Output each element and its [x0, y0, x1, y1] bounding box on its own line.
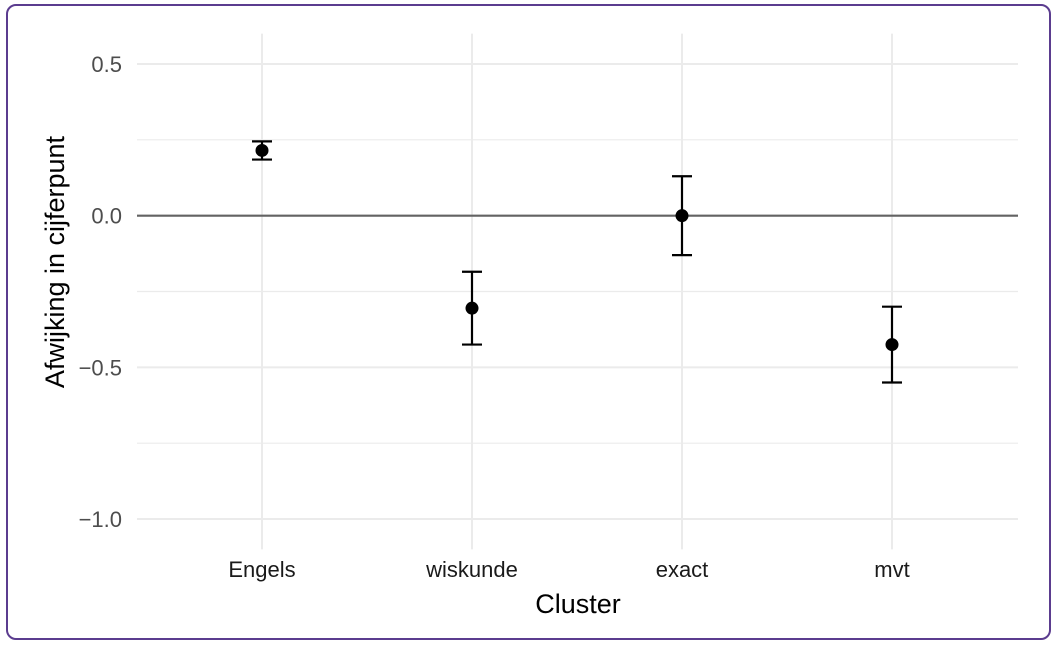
y-axis-title: Afwijking in cijferpunt: [40, 135, 70, 388]
point-Engels: [255, 143, 269, 157]
y-tick-label: 0.5: [91, 52, 122, 77]
chart-frame: [6, 4, 1051, 640]
x-tick-label: Engels: [228, 557, 295, 582]
point-wiskunde: [465, 301, 479, 315]
minor-gridlines: [137, 139, 1018, 444]
x-axis-title: Cluster: [535, 589, 621, 619]
error-bars: [252, 140, 902, 384]
y-tick-label: −0.5: [79, 355, 122, 380]
point-mvt: [885, 338, 899, 352]
point-exact: [675, 209, 689, 223]
x-tick-labels: Engels wiskunde exact mvt: [228, 557, 909, 582]
x-tick-label: mvt: [874, 557, 909, 582]
data-points: [255, 143, 899, 352]
y-tick-label: 0.0: [91, 204, 122, 229]
x-tick-label: exact: [656, 557, 709, 582]
y-tick-label: −1.0: [79, 507, 122, 532]
x-tick-label: wiskunde: [425, 557, 518, 582]
y-tick-labels: 0.5 0.0 −0.5 −1.0: [79, 52, 122, 532]
